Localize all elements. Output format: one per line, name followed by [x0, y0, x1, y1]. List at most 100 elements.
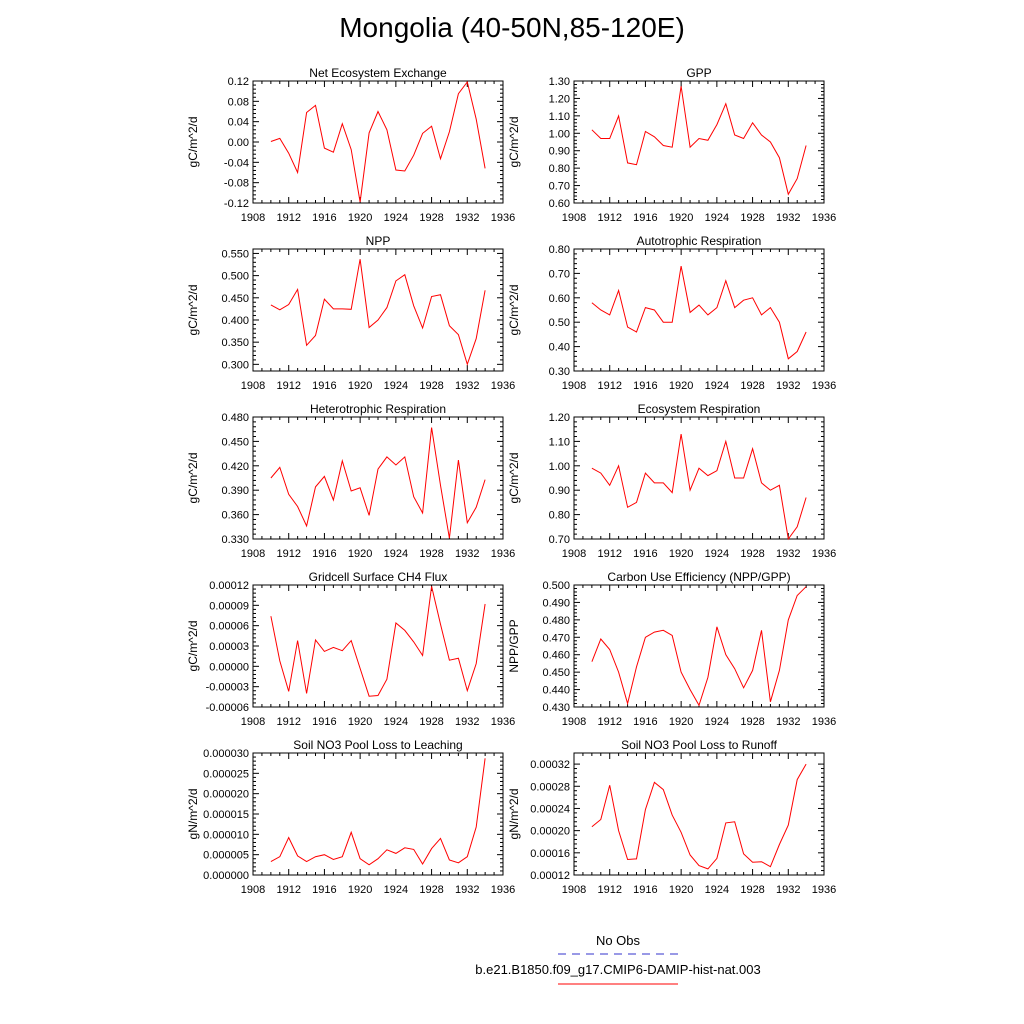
y-axis-label: gN/m^2/d	[507, 789, 521, 840]
x-tick-label: 1928	[740, 212, 764, 224]
x-tick-label: 1936	[812, 380, 836, 392]
y-tick-label: 0.00003	[209, 641, 249, 653]
y-tick-label: 1.30	[549, 76, 570, 88]
x-tick-label: 1936	[491, 548, 515, 560]
x-tick-label: 1932	[776, 716, 800, 728]
y-tick-label: 0.470	[542, 632, 570, 644]
x-tick-label: 1916	[633, 884, 657, 896]
y-tick-label: 0.00020	[530, 826, 570, 838]
y-tick-label: 0.300	[221, 359, 249, 371]
y-tick-label: 0.70	[549, 181, 570, 193]
y-tick-label: 1.20	[549, 412, 570, 424]
y-tick-label: 0.40	[549, 342, 570, 354]
x-tick-label: 1912	[597, 380, 621, 392]
panel-title: Heterotrophic Respiration	[310, 402, 446, 416]
panel-heterotrophic-respiration: Heterotrophic Respiration gC/m^2/d 1908 191…	[186, 402, 515, 560]
y-axis-label: gC/m^2/d	[186, 117, 200, 168]
x-tick-label: 1912	[597, 884, 621, 896]
x-tick-label: 1908	[241, 884, 265, 896]
panel-title: Ecosystem Respiration	[638, 402, 761, 416]
x-tick-label: 1924	[705, 548, 729, 560]
x-tick-label: 1924	[384, 716, 408, 728]
x-tick-label: 1912	[597, 212, 621, 224]
x-tick-label: 1920	[348, 212, 372, 224]
y-axis-label: gC/m^2/d	[186, 621, 200, 672]
x-tick-label: 1936	[491, 380, 515, 392]
y-tick-label: 0.04	[228, 117, 249, 129]
x-tick-label: 1924	[705, 716, 729, 728]
series-line	[591, 434, 807, 541]
panel-npp: NPP gC/m^2/d 1908 1912 1916 1920 1924 1928 1932 1…	[186, 234, 515, 392]
x-tick-label: 1928	[419, 212, 443, 224]
y-tick-label: 0.440	[542, 685, 570, 697]
y-tick-label: 0.00	[228, 137, 249, 149]
y-tick-label: 0.00032	[530, 759, 570, 771]
y-tick-label: 0.50	[549, 317, 570, 329]
x-tick-label: 1932	[455, 548, 479, 560]
x-tick-label: 1912	[597, 548, 621, 560]
panel-title: GPP	[686, 66, 711, 80]
panel-title: Autotrophic Respiration	[637, 234, 762, 248]
y-tick-label: 0.00009	[209, 600, 249, 612]
y-tick-label: 0.550	[221, 248, 249, 260]
y-tick-label: 0.350	[221, 337, 249, 349]
y-tick-label: 0.90	[549, 146, 570, 158]
x-tick-label: 1916	[312, 548, 336, 560]
x-tick-label: 1916	[633, 548, 657, 560]
x-tick-label: 1908	[562, 884, 586, 896]
x-tick-label: 1932	[455, 884, 479, 896]
x-tick-label: 1920	[348, 548, 372, 560]
series-line	[270, 80, 486, 203]
y-tick-label: 0.70	[549, 268, 570, 280]
x-tick-label: 1924	[705, 212, 729, 224]
y-tick-label: 0.400	[221, 315, 249, 327]
plot-frame	[252, 584, 504, 708]
x-tick-label: 1932	[776, 884, 800, 896]
y-tick-label: 0.000025	[203, 768, 249, 780]
y-tick-label: -0.08	[224, 178, 249, 190]
y-tick-label: 0.000005	[203, 850, 249, 862]
x-tick-label: 1916	[312, 212, 336, 224]
series-line	[591, 266, 807, 360]
x-tick-label: 1920	[348, 380, 372, 392]
y-tick-label: 1.10	[549, 436, 570, 448]
x-tick-label: 1916	[633, 716, 657, 728]
y-tick-label: 0.00012	[209, 580, 249, 592]
y-tick-label: 0.500	[221, 271, 249, 283]
panel-soil-no3-pool-loss-to-leaching: Soil NO3 Pool Loss to Leaching gN/m^2/d 19…	[186, 738, 515, 896]
panel-gpp: GPP gC/m^2/d 1908 1912 1916 1920 1924 1928 1932 1…	[507, 66, 836, 224]
y-tick-label: 0.80	[549, 244, 570, 256]
x-tick-label: 1908	[562, 716, 586, 728]
panel-soil-no3-pool-loss-to-runoff: Soil NO3 Pool Loss to Runoff gN/m^2/d 1908…	[507, 738, 836, 896]
y-tick-label: -0.00006	[206, 702, 249, 714]
x-tick-label: 1932	[455, 212, 479, 224]
y-tick-label: 0.480	[221, 412, 249, 424]
series-line	[591, 763, 807, 870]
x-tick-label: 1908	[241, 212, 265, 224]
x-tick-label: 1936	[812, 716, 836, 728]
x-tick-label: 1916	[633, 212, 657, 224]
panel-autotrophic-respiration: Autotrophic Respiration gC/m^2/d 1908 1912 1…	[507, 234, 836, 392]
plot-frame	[252, 416, 504, 540]
y-tick-label: 0.420	[221, 461, 249, 473]
panel-gridcell-surface-ch4-flux: Gridcell Surface CH4 Flux gC/m^2/d 1908 191…	[186, 570, 515, 728]
panel-net-ecosystem-exchange: Net Ecosystem Exchange gC/m^2/d 1908 1912 19…	[186, 66, 515, 224]
panel-title: Soil NO3 Pool Loss to Leaching	[293, 738, 462, 752]
y-tick-label: -0.04	[224, 157, 249, 169]
figure-title: Mongolia (40-50N,85-120E)	[339, 12, 685, 43]
plot-frame	[573, 752, 825, 876]
panel-title: Net Ecosystem Exchange	[309, 66, 447, 80]
x-tick-label: 1908	[562, 548, 586, 560]
y-tick-label: 1.00	[549, 461, 570, 473]
y-tick-label: 1.20	[549, 93, 570, 105]
x-tick-label: 1924	[705, 380, 729, 392]
y-axis-label: gC/m^2/d	[507, 453, 521, 504]
x-tick-label: 1920	[348, 716, 372, 728]
panel-title: Carbon Use Efficiency (NPP/GPP)	[607, 570, 790, 584]
x-tick-label: 1932	[776, 380, 800, 392]
x-tick-label: 1924	[384, 212, 408, 224]
panel-title: NPP	[366, 234, 391, 248]
y-tick-label: 0.00006	[209, 621, 249, 633]
y-tick-label: 0.000010	[203, 829, 249, 841]
